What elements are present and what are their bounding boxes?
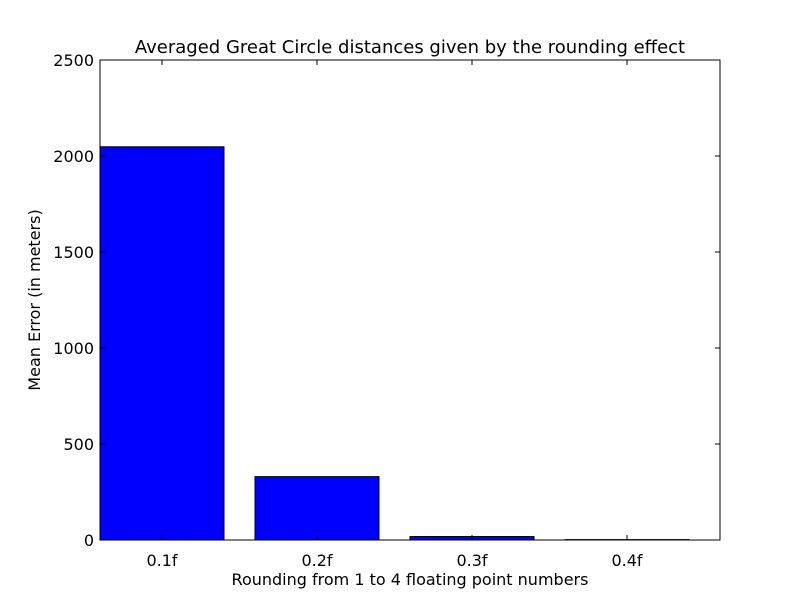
- y-tick-label: 2500: [53, 51, 94, 70]
- x-tick-label: 0.1f: [146, 551, 177, 570]
- y-axis: 0 500 1000 1500 2000 2500: [53, 51, 720, 550]
- bars-group: [99, 146, 690, 541]
- y-tick-label: 500: [63, 435, 94, 454]
- x-axis-label: Rounding from 1 to 4 floating point numb…: [232, 570, 589, 589]
- bar-0.1f: [99, 146, 225, 541]
- y-tick-label: 2000: [53, 147, 94, 166]
- chart-title: Averaged Great Circle distances given by…: [135, 37, 685, 58]
- x-axis: 0.1f 0.2f 0.3f 0.4f: [146, 60, 643, 570]
- x-tick-label: 0.2f: [301, 551, 332, 570]
- y-tick-label: 1000: [53, 339, 94, 358]
- x-tick-label: 0.3f: [456, 551, 487, 570]
- plot-frame: [99, 59, 721, 541]
- y-axis-label: Mean Error (in meters): [25, 209, 44, 390]
- x-tick-label: 0.4f: [611, 551, 642, 570]
- y-tick-label: 0: [84, 531, 94, 550]
- bar-0.2f: [254, 476, 380, 541]
- y-tick-label: 1500: [53, 243, 94, 262]
